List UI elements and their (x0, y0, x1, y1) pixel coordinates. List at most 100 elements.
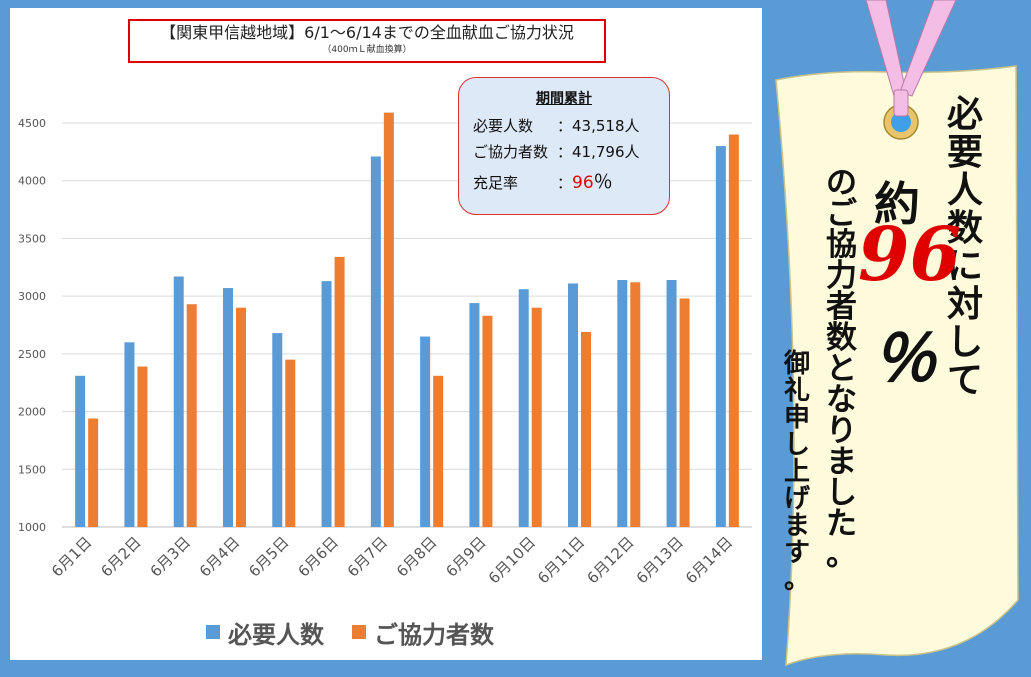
summary-box: 期間累計 必要人数 ：43,518人 ご協力者数 ：41,796人 充足率 ：96％ (458, 77, 670, 215)
x-tick-label: 6月3日 (147, 533, 194, 580)
bar-required (124, 342, 135, 527)
summary-rate-value: 96 (572, 173, 594, 193)
message-line4-char: し (784, 430, 811, 460)
message-line1-char: し (947, 321, 984, 363)
message-line4-char: げ (784, 484, 811, 514)
summary-rate-row: 充足率 ：96％ (473, 167, 613, 194)
message-line3-char: た (826, 506, 857, 542)
x-tick-label: 6月2日 (97, 533, 144, 580)
message-line3-char: の (826, 165, 857, 201)
message-line1-char: て (947, 359, 984, 401)
message-line3-char: と (826, 351, 857, 387)
bar-donors (88, 418, 99, 527)
x-tick-label: 6月10日 (485, 533, 539, 587)
hole-ring-icon (883, 89, 919, 140)
message-line1-char: に (947, 245, 984, 287)
bar-required (568, 283, 578, 527)
legend-label-donors: ご協力者数 (374, 620, 494, 649)
chart-legend: 必要人数 ご協力者数 (206, 612, 522, 652)
message-line1: 必要人数に対して (947, 96, 983, 400)
y-tick-label: 2500 (18, 348, 46, 361)
bar-required (321, 281, 332, 527)
message-line1-char: 人 (947, 169, 984, 211)
y-tick-label: 3500 (18, 232, 46, 245)
legend-swatch-required (206, 625, 220, 639)
bar-required (272, 333, 283, 527)
bar-donors (285, 359, 296, 527)
x-tick-label: 6月13日 (633, 533, 687, 587)
legend-swatch-donors (352, 625, 366, 639)
x-tick-label: 6月11日 (534, 533, 588, 587)
summary-rate-label: 充足率 (473, 174, 519, 192)
message-line1-char: 必 (947, 93, 984, 135)
x-tick-label: 6月4日 (196, 533, 243, 580)
message-scroll: 必要人数に対して 約 96 ％ のご協力者数となりました。 御礼申し上げます。 (766, 0, 1031, 673)
message-line3-char: 。 (826, 537, 857, 573)
bar-donors (236, 307, 246, 527)
bar-required (420, 336, 431, 527)
message-line3: のご協力者数となりました。 (826, 168, 857, 571)
x-tick-label: 6月1日 (48, 533, 95, 580)
message-line4-char: 申 (784, 403, 811, 433)
message-line3-char: り (826, 413, 857, 449)
scroll-paper-shape (775, 65, 1019, 667)
bar-donors (482, 315, 493, 527)
message-line4-char: ま (784, 511, 811, 541)
bar-donors (581, 331, 591, 527)
message-line1-char: 対 (947, 283, 984, 325)
x-tick-label: 6月7日 (344, 533, 391, 580)
summary-donors-label: ご協力者数 (473, 143, 549, 161)
bar-required (75, 375, 86, 527)
message-prefix: 約 (874, 177, 920, 231)
summary-required-label: 必要人数 (473, 117, 534, 135)
summary-rate-unit: ％ (593, 171, 613, 193)
summary-required-row: 必要人数 ：43,518人 (473, 115, 640, 136)
bar-required (617, 279, 628, 527)
bar-donors (531, 307, 542, 527)
bar-donors (728, 134, 739, 527)
scroll-paper (775, 0, 1019, 667)
x-tick-label: 6月12日 (583, 533, 637, 587)
message-line3-char: 協 (826, 227, 857, 263)
summary-heading: 期間累計 (536, 91, 592, 107)
message-line3-char: ま (826, 444, 857, 480)
x-tick-label: 6月6日 (294, 533, 341, 580)
message-line4-char: す (784, 538, 811, 568)
summary-rate-colon: ： (557, 174, 573, 192)
message-line4-char: 礼 (784, 376, 811, 406)
message-line3-char: 力 (826, 258, 857, 294)
legend-item-required: 必要人数 (206, 615, 324, 650)
bar-donors (383, 112, 394, 528)
bar-required (666, 279, 677, 527)
message-line3-char: ご (826, 196, 857, 232)
x-tick-label: 6月14日 (682, 533, 736, 587)
legend-label-required: 必要人数 (228, 620, 324, 649)
bar-required (223, 288, 233, 527)
message-line4: 御礼申し上げます。 (784, 351, 810, 594)
bar-required (715, 146, 726, 528)
message-line4-char: 。 (784, 565, 811, 595)
message-line1-char: 数 (947, 207, 984, 249)
message-line3-char: し (826, 475, 857, 511)
ribbon-right (899, 0, 957, 97)
bar-donors (137, 366, 148, 527)
bar-donors (679, 298, 690, 527)
message-number: 96 (858, 212, 961, 298)
message-line4-char: 御 (784, 349, 811, 379)
y-tick-label: 2000 (18, 406, 46, 419)
bar-chart: 1000 1500 2000 2500 3000 3500 4000 4500 6月1日 6月2日… (18, 112, 752, 587)
y-tick-label: 1500 (18, 463, 46, 476)
message-line3-char: 者 (826, 289, 857, 325)
bar-required (173, 276, 184, 527)
bar-donors (186, 304, 197, 527)
summary-donors-value: ：41,796人 (557, 143, 640, 161)
bar-donors (433, 375, 444, 527)
message-text: 必要人数に対して 約 96 ％ のご協力者数となりました。 御礼申し上げます。 (766, 0, 1031, 673)
y-tick-label: 3000 (18, 290, 46, 303)
summary-required-value: ：43,518人 (557, 117, 640, 135)
message-line4-char: 上 (784, 457, 811, 487)
message-percent: ％ (872, 322, 936, 397)
bar-donors (334, 256, 345, 527)
bar-required (469, 303, 480, 527)
summary-donors-row: ご協力者数 ：41,796人 (473, 141, 640, 162)
